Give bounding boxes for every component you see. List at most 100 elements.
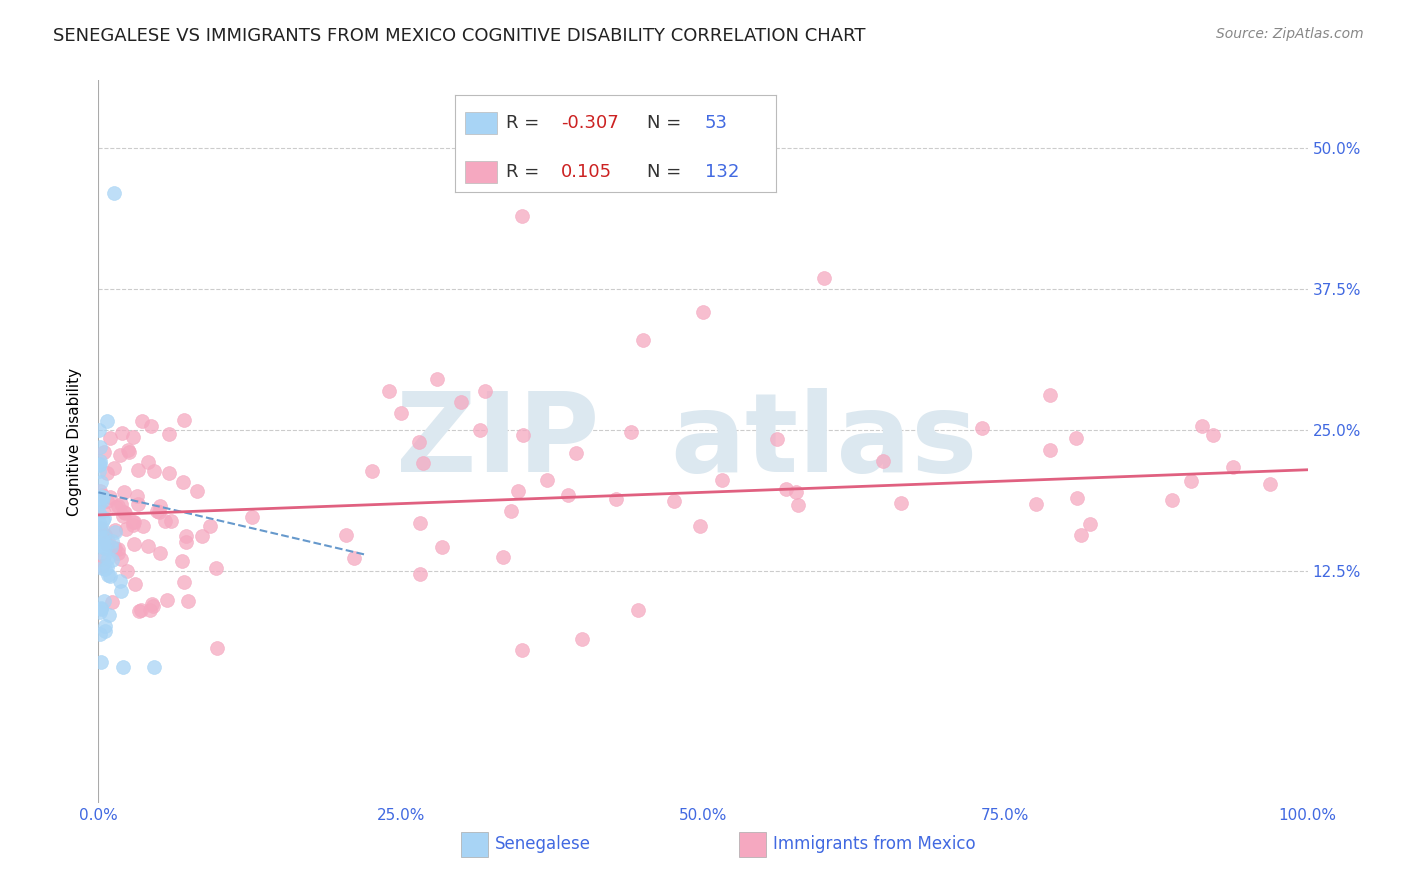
Point	[191, 528, 214, 542]
Point	[142, 660, 165, 674]
Point	[121, 515, 143, 529]
Point	[499, 504, 522, 518]
Point	[111, 660, 134, 674]
Point	[620, 425, 643, 440]
Point	[408, 434, 430, 449]
Point	[107, 546, 129, 560]
Point	[104, 525, 127, 540]
Point	[89, 491, 111, 506]
Point	[1078, 517, 1101, 532]
Point	[96, 466, 118, 480]
Point	[90, 539, 112, 553]
Point	[87, 506, 110, 520]
FancyBboxPatch shape	[740, 831, 766, 857]
Point	[127, 497, 149, 511]
Point	[115, 564, 138, 578]
Point	[110, 448, 132, 462]
Point	[145, 504, 167, 518]
Point	[872, 454, 894, 468]
Text: SENEGALESE VS IMMIGRANTS FROM MEXICO COGNITIVE DISABILITY CORRELATION CHART: SENEGALESE VS IMMIGRANTS FROM MEXICO COG…	[53, 27, 866, 45]
Point	[125, 489, 148, 503]
Point	[142, 599, 165, 613]
Y-axis label: Cognitive Disability: Cognitive Disability	[67, 368, 83, 516]
Point	[1202, 428, 1225, 442]
Point	[98, 431, 121, 445]
Point	[107, 542, 129, 557]
Point	[174, 529, 197, 543]
Point	[156, 592, 179, 607]
Point	[112, 484, 135, 499]
Point	[111, 508, 134, 523]
Point	[662, 494, 685, 508]
Point	[89, 483, 111, 498]
Point	[766, 432, 789, 446]
Point	[426, 372, 449, 386]
Point	[91, 490, 114, 504]
Point	[93, 548, 115, 562]
Point	[93, 530, 115, 544]
Point	[94, 528, 117, 542]
Point	[343, 550, 366, 565]
Point	[149, 546, 172, 560]
Point	[97, 534, 120, 549]
Point	[107, 499, 129, 513]
Point	[122, 430, 145, 444]
Point	[91, 541, 114, 555]
Point	[91, 559, 114, 574]
Point	[112, 505, 135, 519]
Point	[101, 553, 124, 567]
Point	[157, 466, 180, 480]
Point	[1066, 491, 1088, 506]
Text: atlas: atlas	[671, 388, 977, 495]
Point	[87, 458, 110, 473]
Point	[111, 425, 134, 440]
Point	[173, 575, 195, 590]
Point	[205, 641, 228, 656]
Point	[91, 488, 114, 502]
Point	[114, 506, 136, 520]
Point	[117, 442, 139, 457]
Point	[468, 423, 491, 437]
Point	[94, 624, 117, 639]
Point	[565, 446, 588, 460]
Point	[108, 574, 131, 588]
Point	[132, 519, 155, 533]
Point	[87, 491, 110, 505]
Point	[97, 550, 120, 565]
Text: ZIP: ZIP	[395, 388, 599, 495]
Point	[90, 530, 112, 544]
Point	[571, 632, 593, 646]
Point	[474, 384, 496, 398]
Point	[87, 490, 110, 504]
Point	[692, 304, 714, 318]
Point	[124, 577, 146, 591]
Point	[972, 420, 994, 434]
Point	[93, 445, 115, 459]
Point	[103, 461, 125, 475]
Point	[360, 465, 382, 479]
Point	[432, 540, 454, 554]
Point	[91, 493, 114, 508]
Point	[122, 516, 145, 530]
Point	[1160, 493, 1182, 508]
Point	[110, 497, 132, 511]
Point	[138, 539, 160, 553]
Point	[139, 419, 162, 434]
Point	[103, 186, 125, 201]
Point	[148, 505, 170, 519]
Point	[96, 537, 118, 551]
Point	[1039, 443, 1062, 458]
Point	[103, 542, 125, 557]
Point	[89, 521, 111, 535]
Point	[557, 488, 579, 502]
Point	[412, 456, 434, 470]
Point	[1025, 497, 1047, 511]
Point	[100, 540, 122, 554]
Point	[450, 395, 472, 409]
Text: Senegalese: Senegalese	[495, 835, 591, 854]
Point	[141, 597, 163, 611]
Point	[96, 414, 118, 428]
Point	[98, 569, 121, 583]
Point	[93, 552, 115, 566]
FancyBboxPatch shape	[461, 831, 488, 857]
